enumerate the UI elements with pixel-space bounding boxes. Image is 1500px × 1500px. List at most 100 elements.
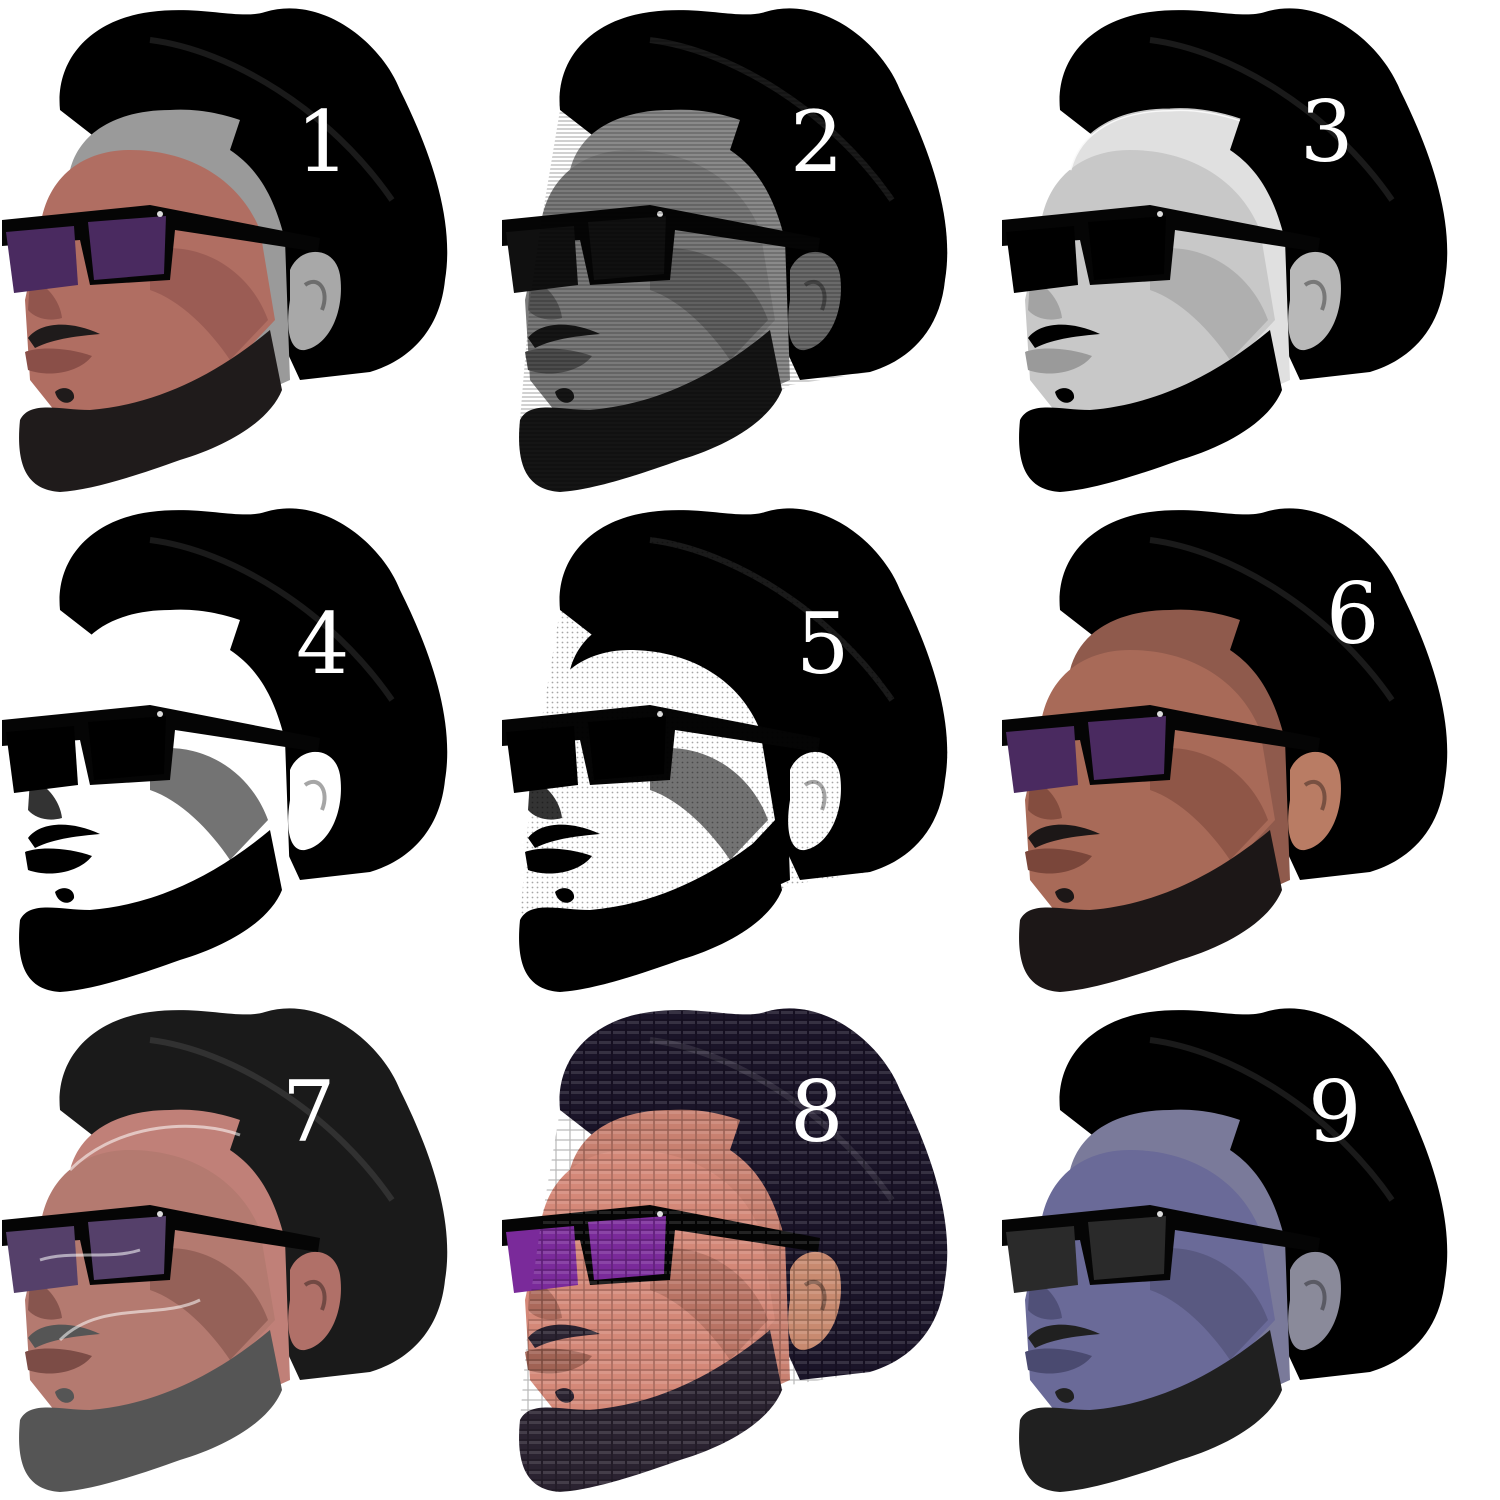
portrait-illustration xyxy=(1002,1008,1448,1492)
chin-patch xyxy=(55,888,75,903)
hinge-stud xyxy=(1157,1211,1163,1217)
beard xyxy=(1019,1330,1282,1492)
hat-brim-highlight xyxy=(149,537,395,702)
texture-overlay xyxy=(519,508,948,992)
panel-2: 2 xyxy=(500,0,1000,500)
portrait-figure xyxy=(1002,508,1448,992)
ear xyxy=(1288,251,1341,351)
portrait-illustration xyxy=(502,8,948,492)
portrait-illustration xyxy=(2,1008,448,1492)
panel-1: 1 xyxy=(0,0,500,500)
ear xyxy=(1288,1251,1341,1351)
gloss-highlight xyxy=(39,1124,241,1342)
ear xyxy=(288,251,341,351)
cheek-shadow xyxy=(1150,248,1268,360)
panel-7: 7 xyxy=(0,1000,500,1500)
mustache xyxy=(1028,824,1100,848)
chin-patch xyxy=(1055,388,1075,403)
right-lens xyxy=(1088,716,1166,780)
beard xyxy=(19,1330,283,1492)
hat-brim-highlight xyxy=(1149,37,1395,202)
ear xyxy=(1288,751,1341,851)
right-lens xyxy=(88,716,166,780)
portrait-illustration xyxy=(502,1008,948,1492)
ear xyxy=(288,751,341,851)
lips xyxy=(1025,348,1092,374)
panel-3: 3 xyxy=(1000,0,1500,500)
beard xyxy=(1019,830,1282,992)
portrait-figure xyxy=(2,8,448,492)
beard xyxy=(19,830,283,992)
hat-brim-highlight xyxy=(1149,1037,1395,1202)
hinge-stud xyxy=(157,1211,163,1217)
chin-patch xyxy=(55,388,75,403)
panel-8: 8 xyxy=(500,1000,1000,1500)
portrait-figure xyxy=(2,1008,448,1492)
portrait-illustration xyxy=(1002,508,1448,992)
ear-detail xyxy=(303,279,327,311)
portrait-illustration xyxy=(2,508,448,992)
right-lens xyxy=(88,1216,166,1280)
hat-brim-highlight xyxy=(1149,537,1395,702)
texture-overlay xyxy=(519,1008,948,1492)
portrait-figure xyxy=(2,508,448,992)
panel-number-label: 5 xyxy=(796,595,850,693)
panel-6: 6 xyxy=(1000,500,1500,1000)
portrait-illustration xyxy=(2,8,448,492)
portrait-figure xyxy=(1002,1008,1448,1492)
panel-number-label: 8 xyxy=(790,1063,844,1161)
mustache xyxy=(28,324,100,348)
emboss-edge xyxy=(1068,108,1241,171)
portrait-illustration xyxy=(1002,8,1448,492)
portrait-figure xyxy=(1002,8,1448,492)
panel-5: 5 xyxy=(500,500,1000,1000)
right-lens xyxy=(1088,1216,1166,1280)
hinge-stud xyxy=(1157,211,1163,217)
chin-patch xyxy=(1055,1388,1075,1403)
right-lens xyxy=(88,216,166,280)
chin-patch xyxy=(55,1388,75,1403)
panel-9: 9 xyxy=(1000,1000,1500,1500)
lips xyxy=(1025,1348,1092,1374)
left-lens xyxy=(1006,226,1078,293)
ear xyxy=(288,1251,341,1351)
hinge-stud xyxy=(157,711,163,717)
cheek-shadow xyxy=(1150,748,1268,860)
ear-detail xyxy=(1303,779,1327,811)
mustache xyxy=(28,824,100,848)
hat-brim-highlight xyxy=(149,1037,395,1202)
panel-number-label: 4 xyxy=(296,595,350,693)
lips xyxy=(25,848,92,874)
lips xyxy=(25,1348,92,1374)
cheek-shadow xyxy=(150,248,268,360)
lips xyxy=(25,348,92,374)
panel-4: 4 xyxy=(0,500,500,1000)
panel-number-label: 7 xyxy=(282,1063,336,1161)
cheek-shadow xyxy=(1150,1248,1268,1360)
chin-patch xyxy=(1055,888,1075,903)
cheek-shadow xyxy=(150,1248,268,1360)
ear-detail xyxy=(1303,1279,1327,1311)
ear-detail xyxy=(303,1279,327,1311)
panel-number-label: 3 xyxy=(1300,83,1354,181)
beard xyxy=(1019,330,1282,492)
ear-detail xyxy=(303,779,327,811)
texture-overlay xyxy=(519,8,948,492)
panel-number-label: 6 xyxy=(1326,565,1380,663)
mustache xyxy=(1028,324,1100,348)
lips xyxy=(1025,848,1092,874)
beard xyxy=(19,330,283,492)
portrait-illustration xyxy=(502,508,948,992)
panel-number-label: 9 xyxy=(1308,1063,1362,1161)
left-lens xyxy=(1006,726,1078,793)
left-lens xyxy=(6,726,78,793)
right-lens xyxy=(1088,216,1166,280)
hat-brim-highlight xyxy=(149,37,395,202)
left-lens xyxy=(6,226,78,293)
panel-number-label: 1 xyxy=(296,93,350,191)
mustache xyxy=(1028,1324,1100,1348)
cheek-shadow xyxy=(150,748,268,860)
hinge-stud xyxy=(1157,711,1163,717)
hinge-stud xyxy=(157,211,163,217)
